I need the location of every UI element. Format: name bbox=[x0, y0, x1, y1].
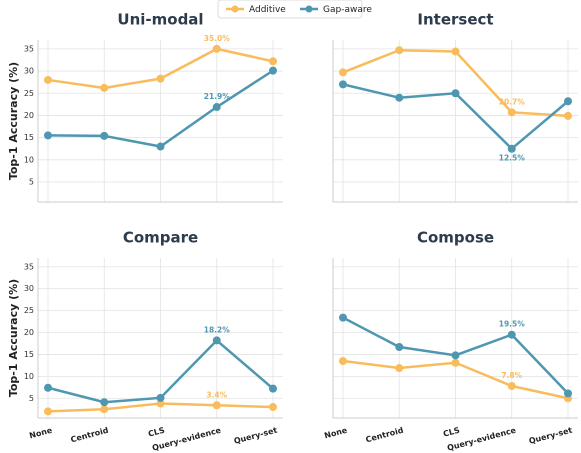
x-tick-label: CLS bbox=[442, 426, 461, 439]
value-label: 35.0% bbox=[204, 34, 231, 43]
value-label: 3.4% bbox=[206, 390, 227, 399]
y-tick-label: 20 bbox=[24, 111, 34, 120]
legend-label: Additive bbox=[249, 5, 286, 15]
x-tick-label: CLS bbox=[147, 426, 166, 439]
point bbox=[156, 74, 165, 83]
point bbox=[451, 47, 460, 56]
point bbox=[451, 89, 460, 98]
point bbox=[212, 44, 221, 53]
value-label: 7.8% bbox=[501, 371, 522, 380]
y-tick-label: 30 bbox=[24, 67, 34, 76]
point bbox=[269, 403, 277, 412]
y-tick-label: 10 bbox=[24, 155, 34, 164]
point bbox=[564, 97, 572, 106]
point bbox=[100, 83, 109, 92]
y-tick-label: 15 bbox=[24, 350, 34, 359]
point bbox=[395, 93, 404, 102]
y-tick-label: 15 bbox=[24, 133, 34, 142]
y-tick-label: 20 bbox=[24, 328, 34, 337]
value-label: 18.2% bbox=[204, 325, 231, 334]
chart-title: Intersect bbox=[417, 11, 493, 29]
y-tick-label: 25 bbox=[24, 306, 34, 315]
point bbox=[100, 398, 109, 407]
point bbox=[507, 330, 516, 339]
point bbox=[395, 342, 404, 351]
chart-title: Compare bbox=[123, 229, 198, 247]
y-tick-label: 35 bbox=[24, 44, 34, 53]
point bbox=[44, 383, 52, 392]
y-tick-label: 10 bbox=[24, 372, 34, 381]
point bbox=[44, 131, 52, 140]
point bbox=[451, 351, 460, 360]
x-tick-label: Query-set bbox=[528, 426, 573, 446]
legend-label: Gap-aware bbox=[323, 5, 372, 15]
legend: Additive Gap-aware bbox=[217, 0, 372, 19]
y-axis-label: Top-1 Accuracy (%) bbox=[7, 62, 20, 180]
point bbox=[395, 46, 404, 55]
x-tick-label: None bbox=[323, 426, 348, 441]
point bbox=[269, 384, 277, 393]
y-tick-label: 5 bbox=[29, 178, 34, 187]
point bbox=[156, 142, 165, 151]
chart-title: Compose bbox=[417, 229, 494, 247]
y-tick-label: 30 bbox=[24, 284, 34, 293]
point bbox=[156, 393, 165, 402]
x-tick-label: None bbox=[28, 426, 53, 441]
point bbox=[564, 111, 572, 120]
point bbox=[507, 108, 516, 117]
point bbox=[44, 407, 52, 416]
point bbox=[269, 66, 277, 75]
legend-frame bbox=[217, 0, 363, 19]
point bbox=[564, 389, 572, 398]
point bbox=[507, 382, 516, 390]
point bbox=[212, 103, 221, 112]
value-label: 20.7% bbox=[499, 97, 526, 106]
point bbox=[339, 68, 347, 77]
value-label: 12.5% bbox=[499, 154, 526, 163]
point bbox=[100, 405, 109, 414]
chart-title: Uni-modal bbox=[117, 11, 203, 29]
point bbox=[339, 357, 347, 366]
value-label: 21.9% bbox=[204, 92, 231, 101]
legend-marker bbox=[231, 5, 239, 13]
y-tick-label: 5 bbox=[29, 394, 34, 403]
point bbox=[156, 399, 165, 408]
point bbox=[507, 144, 516, 153]
point bbox=[100, 131, 109, 140]
y-tick-label: 35 bbox=[24, 262, 34, 271]
point bbox=[395, 364, 404, 373]
x-tick-label: Centroid bbox=[365, 426, 405, 445]
point bbox=[212, 401, 221, 410]
x-tick-label: Centroid bbox=[70, 426, 110, 445]
y-axis-label: Top-1 Accuracy (%) bbox=[7, 279, 20, 397]
point bbox=[339, 313, 347, 322]
y-tick-label: 25 bbox=[24, 89, 34, 98]
point bbox=[269, 57, 277, 66]
point bbox=[339, 80, 347, 89]
legend-marker bbox=[305, 5, 313, 13]
point bbox=[44, 75, 52, 84]
x-tick-label: Query-set bbox=[233, 426, 278, 446]
point bbox=[451, 358, 460, 367]
value-label: 19.5% bbox=[499, 320, 526, 329]
point bbox=[212, 336, 221, 345]
